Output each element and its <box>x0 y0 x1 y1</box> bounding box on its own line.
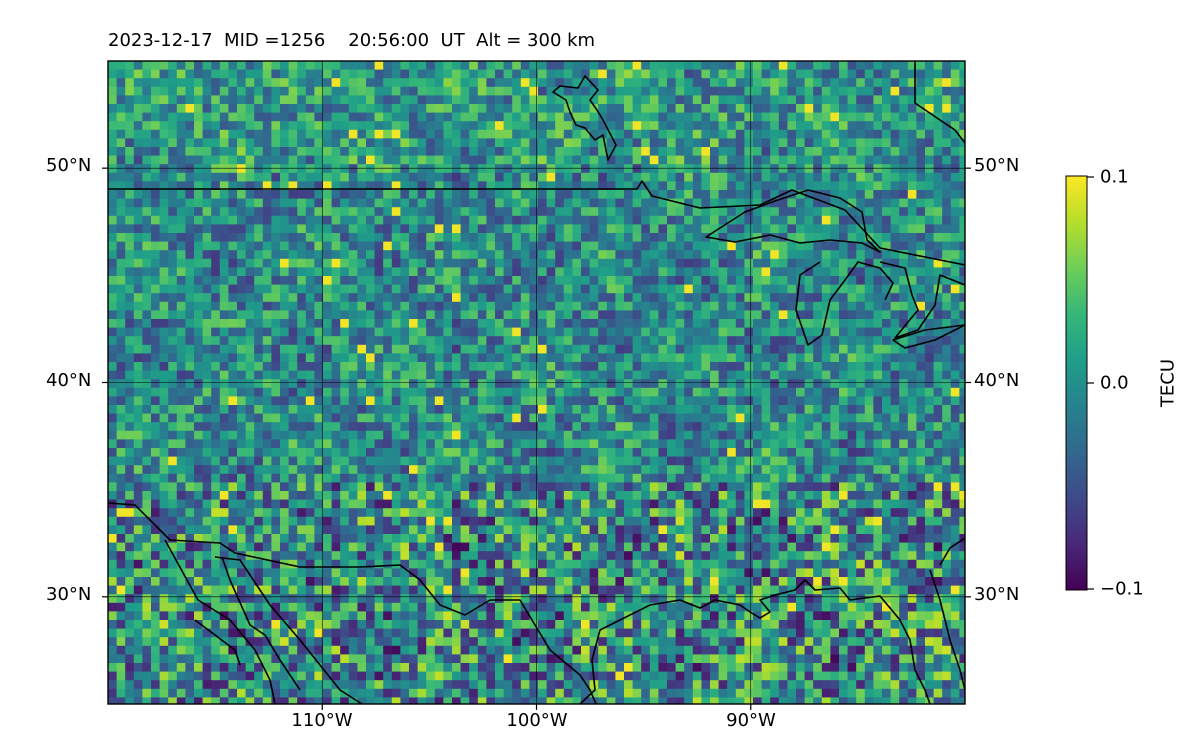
baja-inner <box>221 556 301 691</box>
map-gridlines <box>108 61 965 704</box>
lon-label-110w: 110°W <box>291 710 353 731</box>
lake-michigan <box>795 261 894 346</box>
lon-label-90w: 90°W <box>726 710 776 731</box>
lon-label-100w: 100°W <box>506 710 568 731</box>
colorbar-ticks <box>1087 176 1094 590</box>
us-canada-border <box>108 180 965 266</box>
atlantic-coast <box>939 537 965 566</box>
colorbar-min-label: −0.1 <box>1100 578 1144 600</box>
lake-huron <box>879 261 965 339</box>
lat-label-50-left: 50°N <box>46 155 92 176</box>
colorbar-max-label: 0.1 <box>1100 166 1129 188</box>
gulf-of-california <box>214 556 363 704</box>
lat-label-40-right: 40°N <box>974 370 1020 391</box>
lat-label-30-right: 30°N <box>974 584 1020 605</box>
hudson-bay <box>552 75 617 161</box>
lake-superior <box>705 189 881 253</box>
map-title: 2023-12-17 MID =1256 20:56:00 UT Alt = 3… <box>108 30 596 51</box>
lat-label-50-right: 50°N <box>974 155 1020 176</box>
lake-erie <box>892 324 965 349</box>
florida-coast <box>929 569 965 691</box>
mexico-pacific-coast <box>194 619 241 666</box>
baja-california <box>164 539 276 704</box>
gulf-coast <box>579 579 931 704</box>
map-coastlines <box>108 61 965 704</box>
colorbar-mid-label: 0.0 <box>1100 372 1129 394</box>
tec-heatmap <box>108 61 965 704</box>
quebec-coast <box>914 61 965 144</box>
map-ticks <box>102 167 971 710</box>
colorbar-bar <box>1065 175 1088 591</box>
lat-label-40-left: 40°N <box>46 370 92 391</box>
lat-label-30-left: 30°N <box>46 584 92 605</box>
us-mexico-border <box>108 502 597 704</box>
colorbar-title: TECU <box>1157 358 1179 408</box>
